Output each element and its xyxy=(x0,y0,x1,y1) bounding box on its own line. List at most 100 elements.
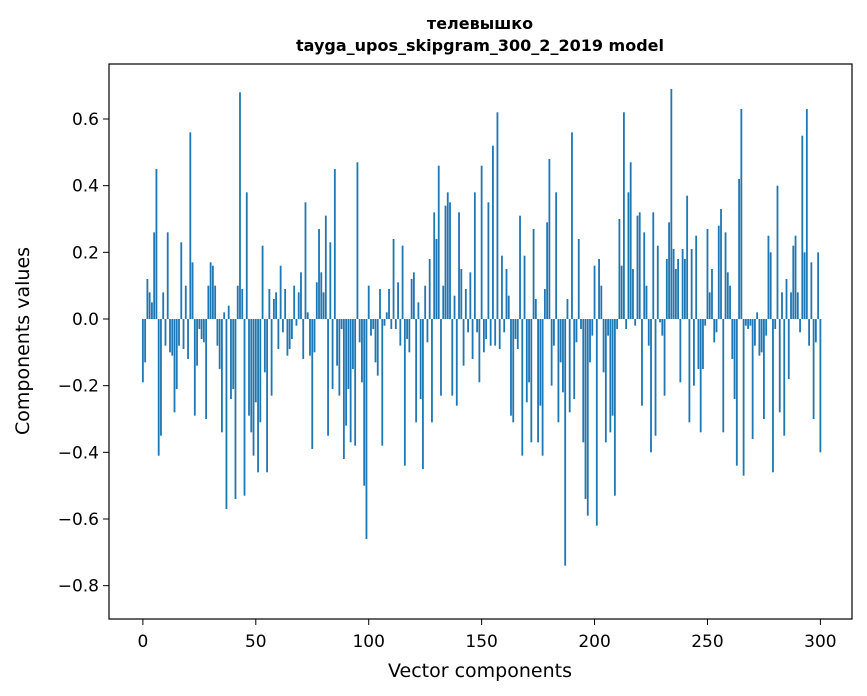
bar-145 xyxy=(469,272,472,319)
bar-213 xyxy=(623,112,625,319)
bar-206 xyxy=(607,319,609,336)
bar-8 xyxy=(160,319,162,436)
bar-141 xyxy=(460,269,463,319)
bar-188 xyxy=(566,299,569,319)
bar-20 xyxy=(187,319,189,359)
bar-69 xyxy=(297,292,300,319)
bar-11 xyxy=(166,232,169,319)
bar-249 xyxy=(704,319,707,326)
bar-13 xyxy=(171,319,174,356)
bar-42 xyxy=(236,285,239,319)
bar-173 xyxy=(532,229,535,319)
bar-148 xyxy=(476,319,479,333)
bar-224 xyxy=(647,319,650,346)
bar-237 xyxy=(677,259,680,319)
bar-218 xyxy=(634,319,637,326)
bar-60 xyxy=(277,319,280,349)
bar-241 xyxy=(686,195,689,319)
y-tick-label: −0.6 xyxy=(58,510,99,530)
bar-253 xyxy=(713,319,716,343)
bar-114 xyxy=(399,319,402,346)
bar-196 xyxy=(584,319,587,499)
bar-233 xyxy=(668,222,670,319)
y-tick-label: −0.4 xyxy=(58,443,99,463)
bar-180 xyxy=(548,159,551,319)
bar-285 xyxy=(785,279,788,319)
bar-77 xyxy=(315,282,318,319)
bar-165 xyxy=(514,319,517,339)
bar-290 xyxy=(796,292,799,319)
bar-66 xyxy=(291,319,293,339)
bar-142 xyxy=(462,319,465,366)
bar-120 xyxy=(412,272,415,319)
x-tick-label: 0 xyxy=(137,632,148,652)
bar-296 xyxy=(810,262,813,319)
bar-23 xyxy=(193,319,196,416)
bar-219 xyxy=(636,215,639,319)
bar-144 xyxy=(467,319,469,333)
bar-211 xyxy=(618,219,621,319)
bar-56 xyxy=(268,289,271,319)
bar-113 xyxy=(397,282,399,319)
bar-177 xyxy=(541,319,544,456)
bar-29 xyxy=(207,285,210,319)
bar-45 xyxy=(243,319,246,496)
bar-39 xyxy=(230,319,232,399)
bar-81 xyxy=(324,215,327,319)
bar-258 xyxy=(724,232,727,319)
bar-79 xyxy=(320,272,323,319)
bar-217 xyxy=(632,269,634,319)
bar-191 xyxy=(573,319,576,399)
bar-75 xyxy=(311,319,314,449)
x-tick-label: 50 xyxy=(245,632,267,652)
bar-47 xyxy=(248,319,250,416)
bar-222 xyxy=(643,232,646,319)
bar-100 xyxy=(367,285,370,319)
y-axis-ticks: −0.8 −0.6 −0.4 −0.2 0.0 0.2 0.4 0.6 xyxy=(58,110,109,597)
bar-172 xyxy=(530,319,533,443)
bar-229 xyxy=(659,319,661,323)
x-tick-label: 250 xyxy=(691,632,723,652)
bar-244 xyxy=(693,319,695,386)
bar-287 xyxy=(790,292,792,319)
bar-248 xyxy=(702,319,704,369)
bar-179 xyxy=(546,222,549,319)
bar-31 xyxy=(211,265,214,319)
bar-133 xyxy=(442,285,445,319)
bar-126 xyxy=(426,319,429,343)
bar-108 xyxy=(385,312,388,319)
bar-246 xyxy=(697,319,700,369)
bar-278 xyxy=(769,252,772,319)
bar-71 xyxy=(302,319,305,359)
bar-185 xyxy=(559,319,562,363)
bar-125 xyxy=(424,285,427,319)
bar-226 xyxy=(652,212,655,319)
y-tick-label: −0.8 xyxy=(58,577,99,597)
bar-214 xyxy=(625,319,628,329)
bar-230 xyxy=(661,319,664,336)
bar-118 xyxy=(408,319,411,353)
y-tick-label: −0.2 xyxy=(58,377,99,397)
bar-78 xyxy=(318,229,320,319)
bar-243 xyxy=(690,249,693,319)
bar-101 xyxy=(370,319,372,336)
bar-55 xyxy=(266,319,268,473)
bar-34 xyxy=(218,319,221,369)
bar-18 xyxy=(182,319,185,349)
bar-266 xyxy=(742,319,745,476)
bar-134 xyxy=(444,205,447,319)
bar-91 xyxy=(347,319,350,389)
bar-298 xyxy=(814,319,817,343)
bar-164 xyxy=(512,319,515,423)
bar-36 xyxy=(223,312,226,319)
bar-16 xyxy=(178,319,180,346)
bar-2 xyxy=(146,279,149,319)
bar-116 xyxy=(403,319,406,466)
bar-57 xyxy=(270,319,273,396)
bar-140 xyxy=(458,212,460,319)
bar-168 xyxy=(521,319,524,456)
bar-247 xyxy=(699,319,702,433)
bar-152 xyxy=(485,319,488,339)
bar-38 xyxy=(227,305,230,319)
bar-155 xyxy=(492,145,494,319)
